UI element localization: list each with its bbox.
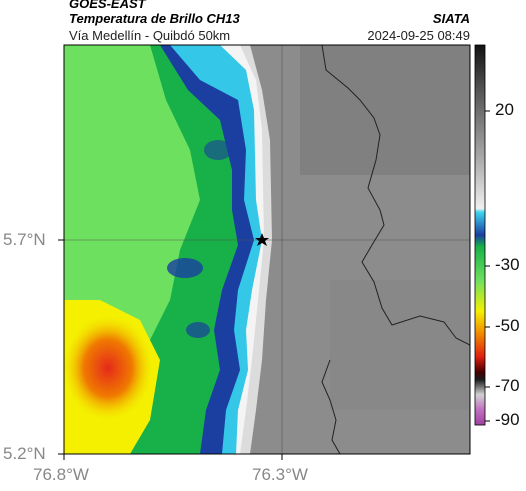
colorbar-tick-label: 20 [495, 100, 514, 119]
lat-tick-label: 5.2°N [3, 444, 46, 463]
colorbar-tick-label: -70 [495, 376, 520, 395]
cold-core-red [64, 316, 152, 420]
region-subtitle: Vía Medellín - Quibdó 50km [69, 28, 231, 43]
colorbar-tick-label: -90 [495, 410, 520, 429]
city-star-marker [255, 233, 269, 246]
border-line-2 [321, 359, 341, 454]
datetime-label: 2024-09-25 08:49 [367, 28, 470, 43]
product-title: Temperatura de Brillo CH13 [69, 11, 240, 26]
map-area [64, 45, 470, 454]
satellite-title: GOES-EAST [69, 0, 146, 11]
colorbar [474, 44, 486, 426]
border-line [321, 45, 470, 346]
source-label: SIATA [432, 11, 470, 26]
lon-tick-label: 76.8°W [33, 465, 89, 484]
map-frame [63, 44, 471, 455]
lon-tick-label: 76.3°W [252, 465, 308, 484]
colorbar-tick-label: -30 [495, 255, 520, 274]
lat-tick-label: 5.7°N [3, 230, 46, 249]
colorbar-tick-label: -50 [495, 316, 520, 335]
